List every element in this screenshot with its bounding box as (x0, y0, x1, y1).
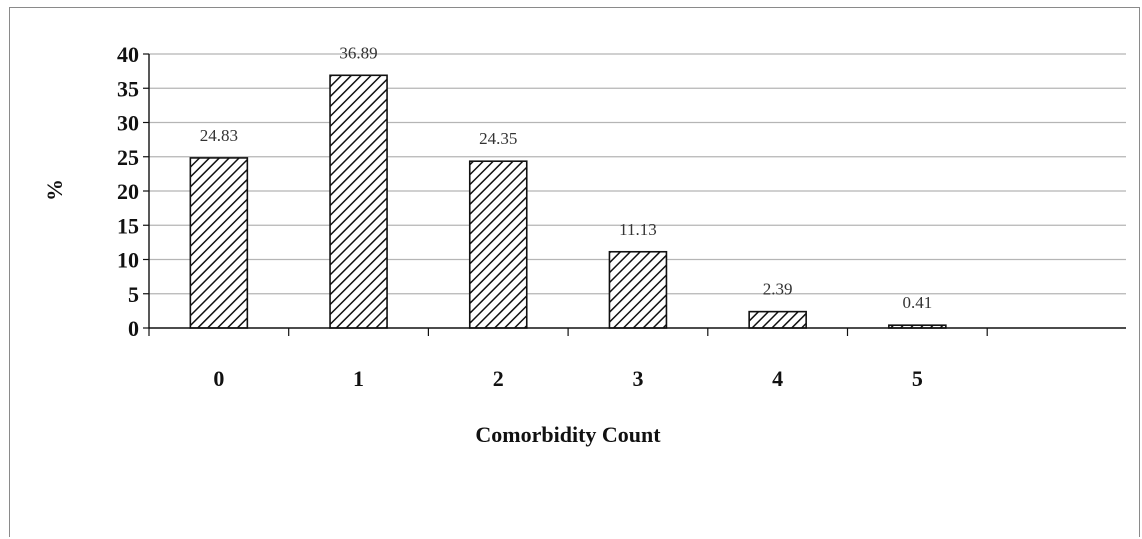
x-axis-label: Comorbidity Count (475, 422, 661, 447)
data-label: 11.13 (619, 220, 657, 239)
data-label: 2.39 (763, 280, 793, 299)
bar (608, 250, 668, 329)
bar (189, 157, 249, 329)
bar (748, 310, 807, 329)
x-tick-label: 1 (353, 366, 364, 391)
y-tick-label: 40 (117, 42, 139, 67)
chart-frame (9, 7, 1140, 537)
y-tick-label: 20 (117, 179, 139, 204)
data-label: 24.35 (479, 129, 517, 148)
bars (189, 74, 947, 329)
y-axis-label: % (42, 179, 67, 201)
y-tick-label: 25 (117, 145, 139, 170)
x-tick-label: 2 (493, 366, 504, 391)
bar (329, 74, 388, 329)
y-tick-label: 35 (117, 76, 139, 101)
y-tick-label: 30 (117, 111, 139, 136)
y-tick-label: 0 (128, 316, 139, 341)
data-label: 36.89 (339, 43, 377, 62)
y-tick-label: 5 (128, 282, 139, 307)
x-tick-label: 4 (772, 366, 783, 391)
labels: 051015202530354024.83036.89124.35211.133… (117, 42, 932, 391)
y-tick-label: 10 (117, 248, 139, 273)
x-tick-label: 5 (912, 366, 923, 391)
y-tick-label: 15 (117, 213, 139, 238)
axes (143, 53, 1126, 336)
data-label: 0.41 (902, 293, 932, 312)
data-label: 24.83 (200, 126, 238, 145)
x-tick-label: 0 (213, 366, 224, 391)
bar (468, 160, 528, 329)
gridlines (149, 53, 1126, 295)
x-tick-label: 3 (632, 366, 643, 391)
